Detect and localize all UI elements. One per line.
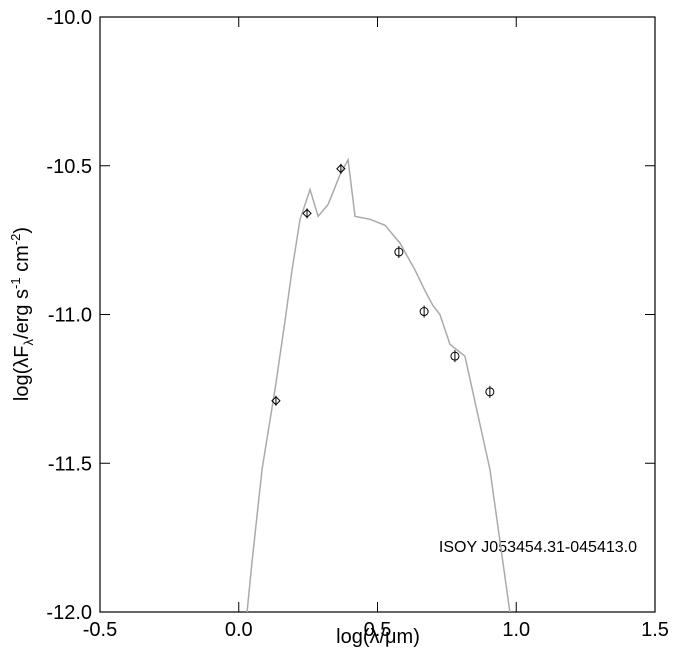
data-point xyxy=(336,163,346,174)
y-label-sup: -1 xyxy=(8,277,23,289)
model-spectrum xyxy=(246,157,511,613)
annotation: ISOY J053454.31-045413.0 xyxy=(439,539,637,556)
y-tick-label: -10.5 xyxy=(46,156,92,178)
data-point xyxy=(394,246,404,259)
y-label-sub: λ xyxy=(21,338,36,345)
y-label-part: cm xyxy=(11,245,33,277)
y-label-part: log(λF xyxy=(11,345,33,401)
y-axis-label: log(λFλ/erg s-1 cm-2) xyxy=(8,227,36,401)
y-tick-label: -11.0 xyxy=(48,305,92,327)
y-tick-label: -10.0 xyxy=(46,7,92,29)
x-tick-label: 1.0 xyxy=(502,619,530,641)
data-point xyxy=(485,385,495,398)
y-label-sup: -2 xyxy=(8,234,23,246)
x-axis-label: log(λ/μm) xyxy=(336,626,420,648)
y-tick-label: -11.5 xyxy=(48,453,92,475)
x-tick-label: 1.5 xyxy=(641,619,669,641)
y-label-part: /erg s xyxy=(11,289,33,339)
data-point xyxy=(302,208,312,219)
x-tick-label: 0.5 xyxy=(364,619,392,641)
data-point xyxy=(450,350,460,363)
y-label-part: ) xyxy=(11,227,33,234)
y-tick-label: -12.0 xyxy=(46,602,92,624)
data-point xyxy=(419,305,429,318)
x-tick-label: 0.0 xyxy=(225,619,253,641)
plot-frame xyxy=(99,16,656,613)
x-tick-label: -0.5 xyxy=(83,619,117,641)
data-point xyxy=(271,395,281,406)
